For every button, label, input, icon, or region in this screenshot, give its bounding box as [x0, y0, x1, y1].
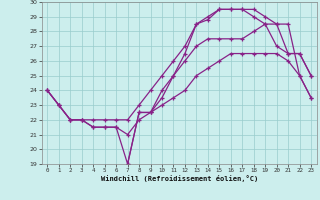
X-axis label: Windchill (Refroidissement éolien,°C): Windchill (Refroidissement éolien,°C): [100, 175, 258, 182]
